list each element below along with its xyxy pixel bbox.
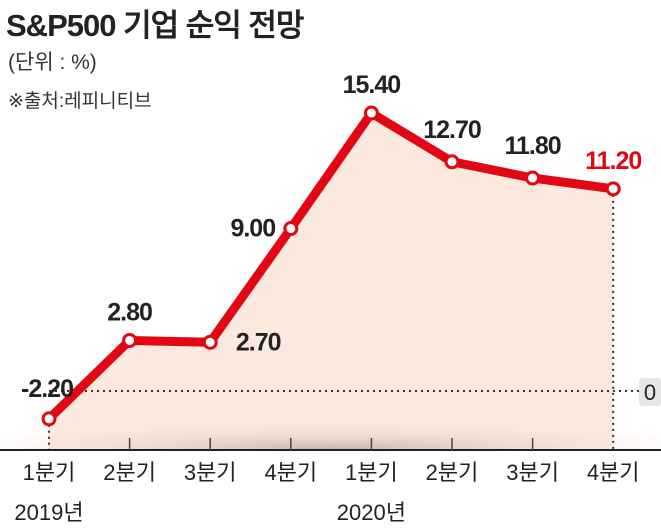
data-label: 2.80: [107, 298, 152, 326]
data-point: [444, 154, 460, 170]
area-shadow: [0, 400, 661, 450]
data-point: [202, 334, 218, 350]
data-label: 11.20: [585, 147, 641, 175]
x-tick-label: 4분기: [587, 460, 640, 485]
data-label: 11.80: [505, 132, 561, 160]
chart-title: S&P500 기업 순익 전망: [6, 8, 304, 43]
series-line: [45, 108, 614, 423]
area-fill: [49, 113, 614, 450]
year-label: 2020년: [337, 500, 406, 525]
data-point: [525, 170, 541, 186]
x-tick-label: 3분기: [184, 460, 237, 485]
zero-label-bg: [639, 378, 661, 406]
data-label: 9.00: [230, 215, 275, 243]
unit-label: (단위 : %): [8, 51, 97, 74]
data-point: [363, 105, 379, 121]
year-label: 2019년: [14, 500, 83, 525]
data-label: -2.20: [21, 375, 73, 403]
data-label: 12.70: [423, 116, 481, 144]
x-tick-label: 1분기: [23, 460, 76, 485]
x-tick-label: 4분기: [264, 460, 317, 485]
data-point: [283, 221, 299, 237]
data-point: [605, 181, 621, 197]
data-point: [122, 332, 138, 348]
x-tick-label: 1분기: [345, 460, 398, 485]
x-tick-label: 2분기: [103, 460, 156, 485]
x-tick-label: 2분기: [426, 460, 479, 485]
x-tick-label: 3분기: [506, 460, 559, 485]
data-label: 2.70: [236, 328, 281, 356]
source-label: ※출처:레피니티브: [8, 91, 152, 112]
zero-label: 0: [644, 380, 656, 405]
data-point: [41, 411, 57, 427]
data-label: 15.40: [343, 71, 401, 99]
